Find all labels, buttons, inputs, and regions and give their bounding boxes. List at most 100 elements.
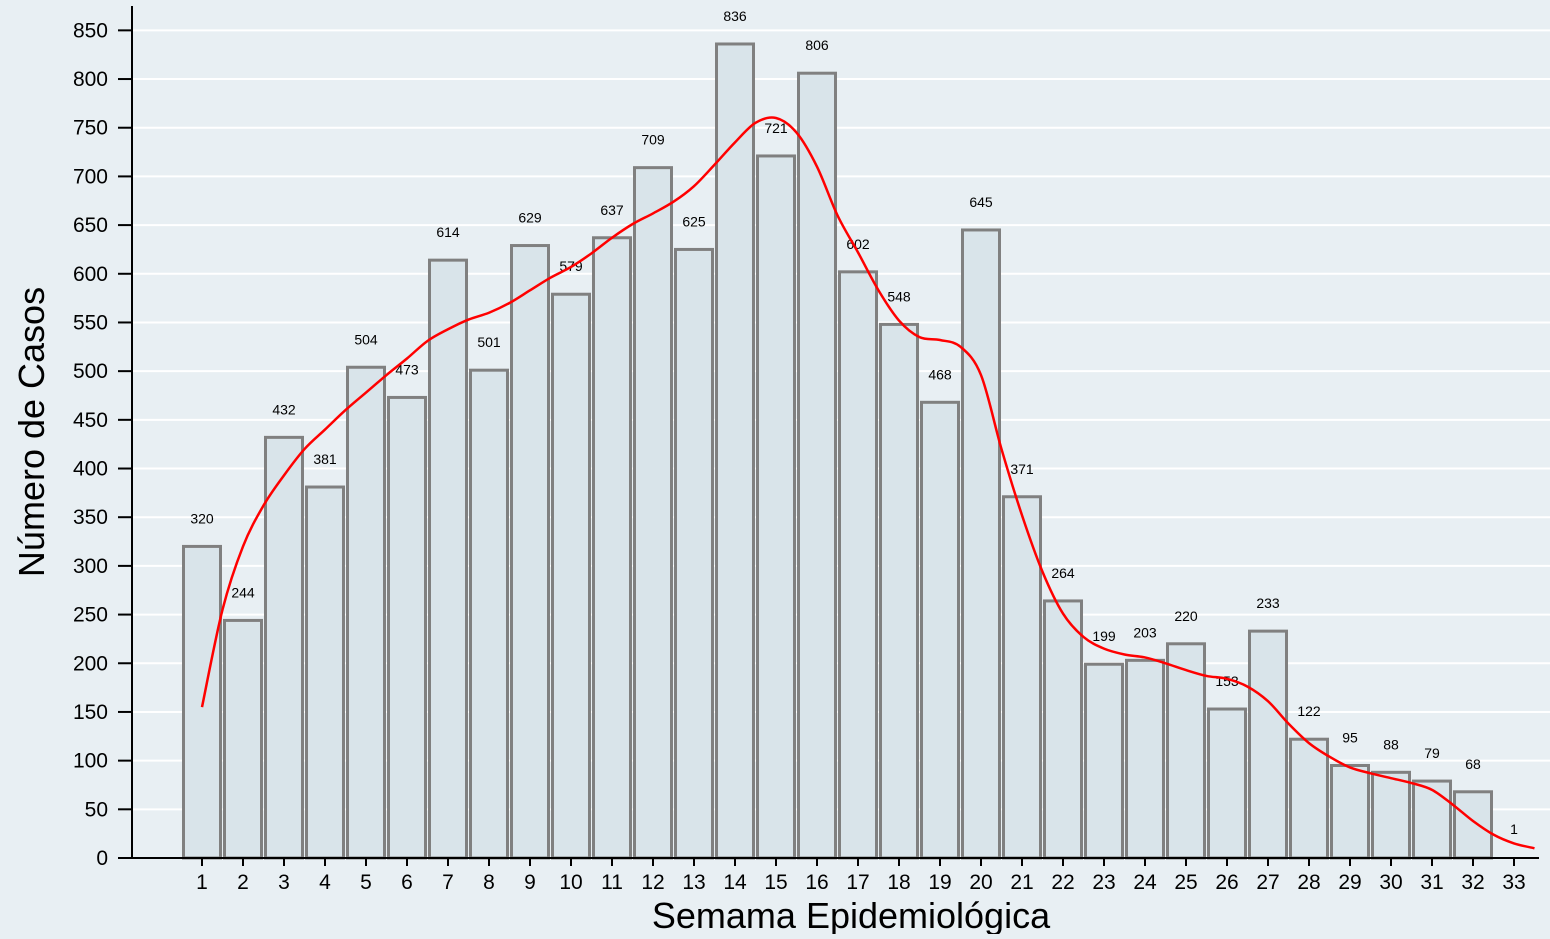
y-tick-label: 650 xyxy=(73,214,108,237)
bar xyxy=(961,228,1001,860)
y-tick-label: 250 xyxy=(73,604,108,627)
x-tick-label: 14 xyxy=(723,871,747,894)
y-tick-label: 800 xyxy=(73,68,108,91)
x-tick-label: 27 xyxy=(1256,871,1279,894)
trend-line xyxy=(200,116,1535,850)
bar xyxy=(715,42,755,860)
data-label: 473 xyxy=(395,361,419,377)
bar xyxy=(1125,658,1165,860)
data-label: 504 xyxy=(354,331,378,347)
axes xyxy=(118,6,1539,859)
bar xyxy=(1207,707,1247,860)
x-tick-label: 21 xyxy=(1010,871,1033,894)
data-label: 220 xyxy=(1174,608,1198,624)
bar xyxy=(797,71,837,860)
y-tick-label: 200 xyxy=(73,652,108,675)
x-tick-label: 19 xyxy=(928,871,951,894)
x-tick-label: 22 xyxy=(1051,871,1074,894)
x-tick-label: 6 xyxy=(401,871,413,894)
data-label: 371 xyxy=(1010,461,1034,477)
data-label: 645 xyxy=(969,194,993,210)
bar xyxy=(879,322,919,860)
x-tick-label: 16 xyxy=(805,871,828,894)
bar xyxy=(1453,790,1493,860)
bar xyxy=(469,368,509,860)
y-tick-label: 100 xyxy=(73,750,108,773)
bar xyxy=(1166,642,1206,860)
y-tick-label: 50 xyxy=(85,798,108,821)
y-tick-label: 850 xyxy=(73,19,108,42)
data-label: 233 xyxy=(1256,595,1280,611)
x-tick-label: 4 xyxy=(319,871,331,894)
x-tick-label: 8 xyxy=(483,871,495,894)
bar xyxy=(592,236,632,860)
bar xyxy=(551,292,591,860)
y-tick-label: 500 xyxy=(73,360,108,383)
y-tick-label: 0 xyxy=(96,847,108,870)
bar xyxy=(387,395,427,860)
data-label: 199 xyxy=(1092,628,1116,644)
x-tick-label: 28 xyxy=(1297,871,1320,894)
x-tick-label: 18 xyxy=(887,871,910,894)
data-label: 432 xyxy=(272,401,296,417)
x-tick-label: 26 xyxy=(1215,871,1238,894)
y-axis-title: Número de Casos xyxy=(11,287,52,577)
bar xyxy=(920,400,960,860)
data-label: 68 xyxy=(1465,756,1481,772)
bar xyxy=(633,166,673,860)
bar xyxy=(1371,770,1411,860)
x-tick-label: 2 xyxy=(237,871,249,894)
y-tick-label: 550 xyxy=(73,311,108,334)
data-label: 614 xyxy=(436,224,460,240)
x-tick-label: 1 xyxy=(196,871,208,894)
x-tick-label: 9 xyxy=(524,871,536,894)
bar xyxy=(305,485,345,860)
x-tick-label: 33 xyxy=(1502,871,1525,894)
bars xyxy=(182,42,1493,860)
x-tick-label: 15 xyxy=(764,871,787,894)
bar xyxy=(1043,599,1083,860)
x-tick-label: 25 xyxy=(1174,871,1197,894)
y-tick-label: 600 xyxy=(73,263,108,286)
data-label: 709 xyxy=(641,132,665,148)
bar xyxy=(1412,779,1452,860)
data-label: 88 xyxy=(1383,736,1399,752)
bar xyxy=(1289,737,1329,860)
data-label: 122 xyxy=(1297,703,1321,719)
y-tick-label: 750 xyxy=(73,117,108,140)
data-label: 721 xyxy=(764,120,788,136)
data-label: 548 xyxy=(887,288,911,304)
bar xyxy=(674,247,714,860)
data-label: 501 xyxy=(477,334,501,350)
x-tick-label: 13 xyxy=(682,871,705,894)
bar xyxy=(510,244,550,860)
y-tick-label: 350 xyxy=(73,506,108,529)
x-tick-label: 10 xyxy=(559,871,582,894)
y-tick-label: 300 xyxy=(73,555,108,578)
x-tick-label: 31 xyxy=(1420,871,1443,894)
x-tick-label: 32 xyxy=(1461,871,1484,894)
bar xyxy=(346,365,386,860)
data-label: 203 xyxy=(1133,624,1157,640)
x-tick-label: 24 xyxy=(1133,871,1157,894)
x-tick-label: 20 xyxy=(969,871,992,894)
bar xyxy=(223,618,263,860)
x-tick-label: 11 xyxy=(601,871,623,894)
data-label: 264 xyxy=(1051,565,1075,581)
x-axis-title: Semama Epidemiológica xyxy=(652,895,1051,934)
data-label: 629 xyxy=(518,210,542,226)
y-tick-label: 150 xyxy=(73,701,108,724)
x-tick-label: 3 xyxy=(278,871,290,894)
data-label: 836 xyxy=(723,8,747,24)
bar xyxy=(428,258,468,860)
data-label: 637 xyxy=(600,202,624,218)
y-tick-label: 700 xyxy=(73,165,108,188)
data-label: 244 xyxy=(231,584,255,600)
data-label: 468 xyxy=(928,366,952,382)
x-tick-label: 17 xyxy=(846,871,869,894)
y-ticks: 0 50 100 150 200 250 300 350 400 450 500 550 600 650 7… xyxy=(73,19,132,870)
bar xyxy=(1248,629,1288,860)
x-tick-label: 30 xyxy=(1379,871,1402,894)
